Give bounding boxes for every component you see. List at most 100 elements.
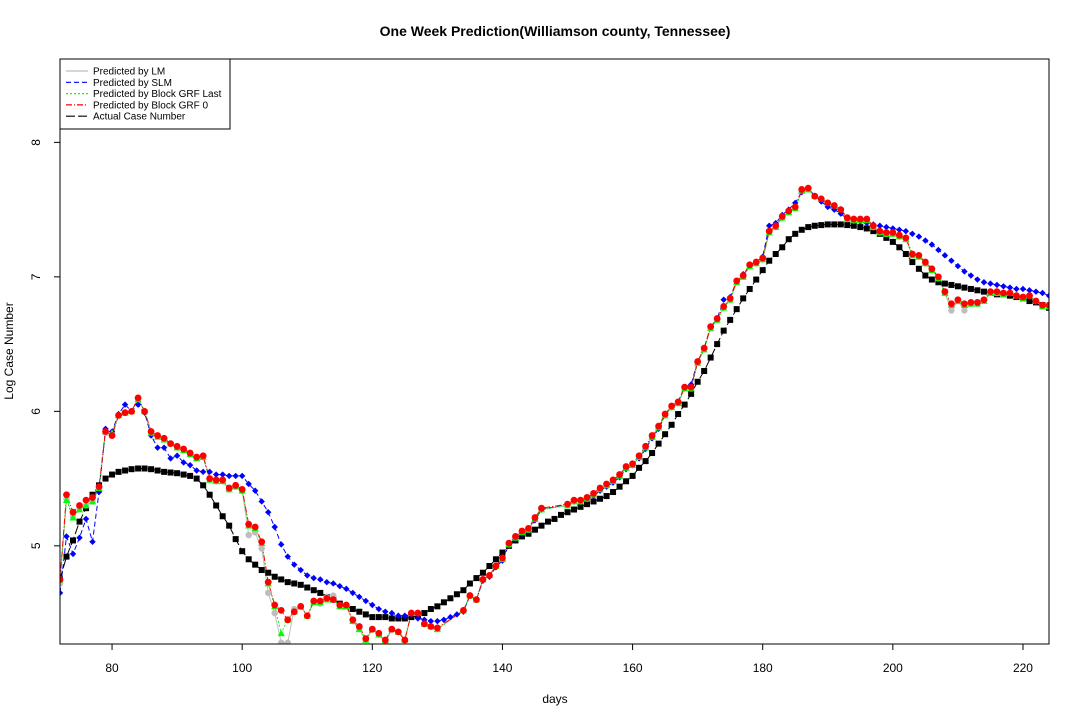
data-point-predicted-by-block-grf-0 [837, 206, 845, 214]
data-point-actual-case-number [915, 265, 922, 272]
data-point-predicted-by-block-grf-0 [60, 576, 64, 583]
data-point-actual-case-number [577, 503, 584, 510]
data-point-predicted-by-block-grf-0 [316, 597, 324, 605]
data-point-predicted-by-block-grf-0 [889, 229, 897, 236]
data-point-predicted-by-slm [356, 593, 363, 601]
data-point-predicted-by-block-grf-0 [817, 195, 825, 203]
data-point-actual-case-number [636, 464, 643, 471]
data-point-actual-case-number [805, 224, 812, 231]
data-point-actual-case-number [655, 440, 662, 447]
data-point-predicted-by-slm [388, 609, 396, 617]
data-point-actual-case-number [232, 536, 239, 543]
data-point-actual-case-number [271, 573, 278, 580]
data-point-predicted-by-block-grf-0 [765, 227, 773, 235]
data-point-actual-case-number [154, 467, 161, 474]
data-point-predicted-by-block-grf-0 [577, 496, 584, 504]
data-point-actual-case-number [707, 354, 714, 361]
data-point-actual-case-number [909, 259, 916, 266]
data-point-predicted-by-block-grf-0 [596, 484, 604, 492]
data-point-actual-case-number [278, 576, 285, 583]
data-point-predicted-by-block-grf-0 [687, 383, 695, 391]
data-point-actual-case-number [610, 489, 617, 496]
data-point-predicted-by-block-grf-0 [746, 261, 754, 269]
data-point-predicted-by-block-grf-0 [934, 273, 942, 281]
data-point-predicted-by-slm [317, 576, 324, 583]
legend-entry-predicted-by-lm: Predicted by LM [93, 67, 165, 78]
data-point-actual-case-number [499, 549, 506, 556]
data-point-predicted-by-block-grf-0 [726, 294, 734, 302]
data-point-predicted-by-slm [69, 550, 77, 558]
data-point-predicted-by-block-grf-0 [843, 214, 851, 222]
data-point-predicted-by-block-grf-0 [128, 407, 135, 415]
data-point-actual-case-number [135, 465, 142, 472]
data-point-actual-case-number [70, 537, 77, 544]
chart-title: One Week Prediction(Williamson county, T… [380, 23, 731, 39]
data-point-predicted-by-block-grf-0 [895, 231, 903, 239]
data-point-predicted-by-slm [967, 272, 975, 279]
data-point-predicted-by-block-grf-0 [69, 508, 77, 516]
axes: 80 100 120 140 160 180 200 220 5 6 7 8 [29, 139, 1033, 675]
y-tick-label: 7 [29, 273, 43, 280]
data-point-actual-case-number [109, 471, 116, 478]
data-point-actual-case-number [161, 468, 168, 475]
data-point-predicted-by-block-grf-0 [980, 296, 988, 304]
data-point-actual-case-number [206, 491, 213, 498]
data-point-actual-case-number [492, 556, 499, 563]
data-point-predicted-by-block-grf-0 [303, 612, 311, 620]
data-point-predicted-by-slm [993, 281, 1001, 289]
data-point-predicted-by-block-grf-0 [856, 215, 864, 223]
data-point-predicted-by-block-grf-0 [323, 594, 331, 602]
data-point-predicted-by-block-grf-0 [154, 432, 161, 439]
data-point-predicted-by-lm [265, 589, 272, 597]
data-point-predicted-by-slm [349, 589, 356, 597]
data-point-actual-case-number [961, 284, 968, 291]
data-point-predicted-by-slm [915, 233, 923, 240]
data-point-predicted-by-block-grf-0 [967, 299, 975, 306]
data-point-predicted-by-slm [883, 223, 890, 231]
data-point-predicted-by-block-grf-0 [720, 303, 728, 310]
data-point-actual-case-number [564, 509, 571, 516]
data-point-predicted-by-block-grf-0 [486, 572, 493, 579]
data-point-predicted-by-slm [310, 574, 317, 582]
data-point-predicted-by-block-grf-0 [707, 323, 715, 331]
data-point-actual-case-number [889, 238, 896, 245]
data-point-predicted-by-block-grf-0 [1019, 293, 1027, 301]
data-point-actual-case-number [544, 518, 551, 525]
data-point-predicted-by-block-grf-0 [290, 608, 298, 616]
data-point-actual-case-number [252, 561, 259, 568]
data-point-predicted-by-block-grf-0 [375, 629, 383, 637]
data-point-predicted-by-block-grf-0 [752, 258, 760, 266]
data-point-predicted-by-block-grf-0 [915, 251, 923, 259]
data-point-predicted-by-block-grf-0 [863, 215, 871, 223]
data-point-predicted-by-block-grf-0 [433, 624, 441, 632]
data-point-predicted-by-slm [414, 615, 422, 622]
data-point-actual-case-number [629, 472, 636, 479]
data-point-predicted-by-lm [948, 307, 955, 314]
x-tick-label: 180 [753, 661, 773, 675]
data-point-predicted-by-block-grf-0 [622, 463, 630, 470]
data-point-actual-case-number [733, 306, 740, 313]
data-point-predicted-by-slm [447, 613, 454, 621]
data-point-predicted-by-block-grf-0 [902, 234, 910, 242]
data-point-predicted-by-slm [134, 401, 142, 408]
data-point-predicted-by-block-grf-0 [297, 602, 305, 610]
data-point-predicted-by-block-grf-0 [525, 524, 532, 532]
data-point-actual-case-number [779, 244, 786, 251]
data-point-actual-case-number [850, 222, 857, 229]
data-point-actual-case-number [200, 482, 207, 489]
data-point-predicted-by-block-grf-0 [121, 409, 129, 417]
data-point-predicted-by-slm [271, 523, 278, 531]
data-point-predicted-by-lm [271, 609, 278, 617]
data-point-predicted-by-slm [1006, 284, 1014, 291]
data-point-predicted-by-slm [304, 572, 311, 579]
data-point-predicted-by-slm [889, 225, 897, 232]
data-point-actual-case-number [753, 276, 760, 283]
data-point-predicted-by-block-grf-0 [238, 485, 246, 493]
data-point-predicted-by-slm [284, 553, 291, 560]
data-point-predicted-by-slm [278, 541, 285, 548]
data-point-actual-case-number [382, 614, 389, 621]
data-point-predicted-by-block-grf-last [69, 513, 77, 521]
data-point-actual-case-number [948, 281, 955, 288]
data-point-actual-case-number [265, 569, 272, 576]
x-tick-label: 80 [105, 661, 119, 675]
